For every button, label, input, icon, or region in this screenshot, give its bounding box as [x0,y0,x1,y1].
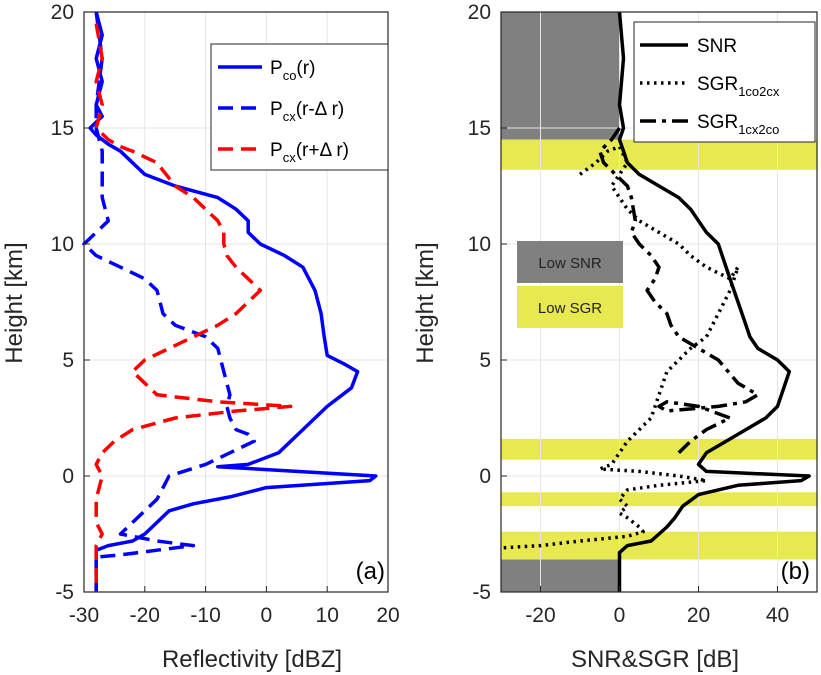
legend-label: Pco(r) [270,58,315,83]
panel-a-legend-box [210,43,389,171]
low-snr-region-1 [501,559,620,592]
panel-b-x-axis-label: SNR&SGR [dB] [571,646,739,673]
panel-b-series [500,11,811,592]
y-tick-label: 15 [51,117,74,140]
panel-a-axes-frame [83,11,389,593]
series-line-snr [617,11,811,592]
legend-label: SNR [697,36,737,57]
y-tick-label: 0 [62,465,74,488]
x-tick-label: 0 [614,604,626,627]
y-tick-label: 20 [468,1,491,24]
panel-b-y-ticks: -5 0 5 10 15 20 [468,1,507,604]
y-tick-label: 10 [51,233,74,256]
low-sgr-region-4 [501,492,817,507]
x-tick-label: 40 [766,604,789,627]
panel-a-x-ticks: -30 -20 -10 0 10 20 [69,586,400,627]
panel-a-series [82,11,378,592]
panel-a-y-ticks: -5 0 5 10 15 20 [51,1,90,604]
x-tick-label: -10 [190,604,220,627]
panel-a-x-axis-label: Reflectivity [dBZ] [162,646,342,673]
y-tick-label: 5 [479,349,491,372]
legend-label: SGR1co2cx [697,74,780,99]
low-sgr-label: Low SGR [538,300,602,317]
panel-b-axes-frame [500,11,818,593]
x-tick-label: -20 [525,604,555,627]
y-tick-label: 10 [468,233,491,256]
y-tick-label: 15 [468,117,491,140]
y-tick-label: 20 [51,1,74,24]
legend-label: Pcx(r-Δ r) [270,99,344,124]
panel-b-y-axis-label: Height [km] [412,242,439,363]
panel-b-legend: SNR SGR1co2cx SGR1cx2co [633,21,816,143]
series-line-pcx-r-r- [94,23,293,592]
panel-b-tag: (b) [781,558,810,585]
x-tick-label: -30 [69,604,99,627]
series-line-sgr1cx2co [598,127,760,455]
series-line-sgr1co2cx [500,144,740,550]
series-line-pcx-r-r- [82,11,256,592]
panel-a-tag: (a) [356,558,385,585]
panel-a-legend: Pco(r) Pcx(r-Δ r) Pcx(r+Δ r) [210,43,389,171]
panel-b-snr-sgr: -20 0 20 40 -5 0 5 10 15 20 SNR&SGR [dB] Height … [412,1,818,673]
panel-a-reflectivity: -30 -20 -10 0 10 20 -5 0 5 10 15 20 Reflectivity [… [1,1,400,673]
x-tick-label: 20 [687,604,710,627]
x-tick-label: 0 [261,604,273,627]
y-tick-label: -5 [55,581,74,604]
x-tick-label: 10 [316,604,339,627]
legend-label: Pcx(r+Δ r) [270,140,349,165]
panel-b-shaded-regions [501,12,817,592]
y-tick-label: 0 [479,465,491,488]
low-snr-swatch [517,241,623,283]
low-sgr-region-2 [501,139,817,170]
x-tick-label: -20 [130,604,160,627]
low-snr-region-0 [501,12,620,140]
low-snr-label: Low SNR [538,255,602,272]
low-sgr-region-3 [501,438,817,460]
panel-b-x-ticks: -20 0 20 40 [525,586,789,627]
y-tick-label: 5 [62,349,74,372]
panel-b-region-key: Low SNR Low SGR [517,241,623,328]
y-tick-label: -5 [472,581,491,604]
x-tick-label: 20 [376,604,399,627]
legend-label: SGR1cx2co [697,112,779,137]
low-sgr-swatch [517,286,623,328]
panel-a-y-axis-label: Height [km] [1,242,28,363]
